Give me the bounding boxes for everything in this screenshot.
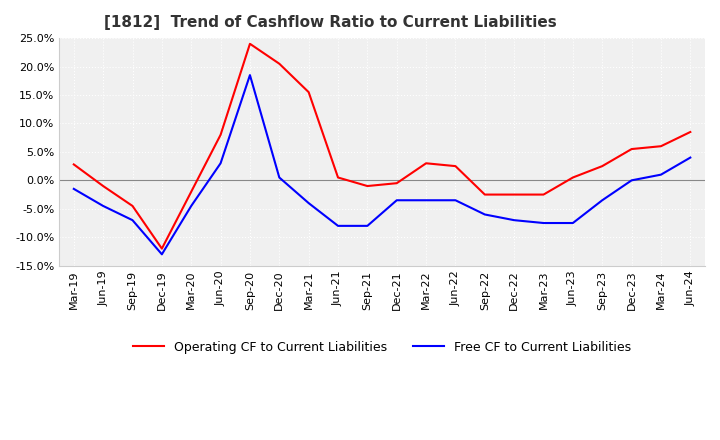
Free CF to Current Liabilities: [246, 73, 254, 78]
Operating CF to Current Liabilities: [305, 89, 313, 95]
Operating CF to Current Liabilities: [451, 164, 460, 169]
Operating CF to Current Liabilities: [480, 192, 489, 197]
Operating CF to Current Liabilities: [216, 132, 225, 137]
Operating CF to Current Liabilities: [128, 203, 137, 209]
Operating CF to Current Liabilities: [627, 147, 636, 152]
Free CF to Current Liabilities: [451, 198, 460, 203]
Operating CF to Current Liabilities: [657, 143, 665, 149]
Free CF to Current Liabilities: [305, 201, 313, 206]
Free CF to Current Liabilities: [392, 198, 401, 203]
Operating CF to Current Liabilities: [69, 162, 78, 167]
Free CF to Current Liabilities: [422, 198, 431, 203]
Operating CF to Current Liabilities: [569, 175, 577, 180]
Free CF to Current Liabilities: [128, 217, 137, 223]
Operating CF to Current Liabilities: [363, 183, 372, 189]
Free CF to Current Liabilities: [69, 186, 78, 191]
Free CF to Current Liabilities: [657, 172, 665, 177]
Free CF to Current Liabilities: [363, 223, 372, 228]
Free CF to Current Liabilities: [216, 161, 225, 166]
Operating CF to Current Liabilities: [99, 183, 107, 189]
Free CF to Current Liabilities: [333, 223, 342, 228]
Free CF to Current Liabilities: [158, 252, 166, 257]
Legend: Operating CF to Current Liabilities, Free CF to Current Liabilities: Operating CF to Current Liabilities, Fre…: [128, 336, 636, 359]
Operating CF to Current Liabilities: [422, 161, 431, 166]
Operating CF to Current Liabilities: [333, 175, 342, 180]
Free CF to Current Liabilities: [539, 220, 548, 226]
Operating CF to Current Liabilities: [158, 246, 166, 251]
Free CF to Current Liabilities: [187, 203, 196, 209]
Free CF to Current Liabilities: [99, 203, 107, 209]
Operating CF to Current Liabilities: [392, 180, 401, 186]
Free CF to Current Liabilities: [627, 178, 636, 183]
Text: [1812]  Trend of Cashflow Ratio to Current Liabilities: [1812] Trend of Cashflow Ratio to Curren…: [104, 15, 557, 30]
Operating CF to Current Liabilities: [187, 189, 196, 194]
Free CF to Current Liabilities: [598, 198, 606, 203]
Line: Operating CF to Current Liabilities: Operating CF to Current Liabilities: [73, 44, 690, 249]
Operating CF to Current Liabilities: [510, 192, 518, 197]
Operating CF to Current Liabilities: [246, 41, 254, 47]
Free CF to Current Liabilities: [686, 155, 695, 160]
Free CF to Current Liabilities: [569, 220, 577, 226]
Free CF to Current Liabilities: [510, 217, 518, 223]
Operating CF to Current Liabilities: [686, 129, 695, 135]
Free CF to Current Liabilities: [275, 175, 284, 180]
Free CF to Current Liabilities: [480, 212, 489, 217]
Operating CF to Current Liabilities: [275, 61, 284, 66]
Operating CF to Current Liabilities: [598, 164, 606, 169]
Line: Free CF to Current Liabilities: Free CF to Current Liabilities: [73, 75, 690, 254]
Operating CF to Current Liabilities: [539, 192, 548, 197]
